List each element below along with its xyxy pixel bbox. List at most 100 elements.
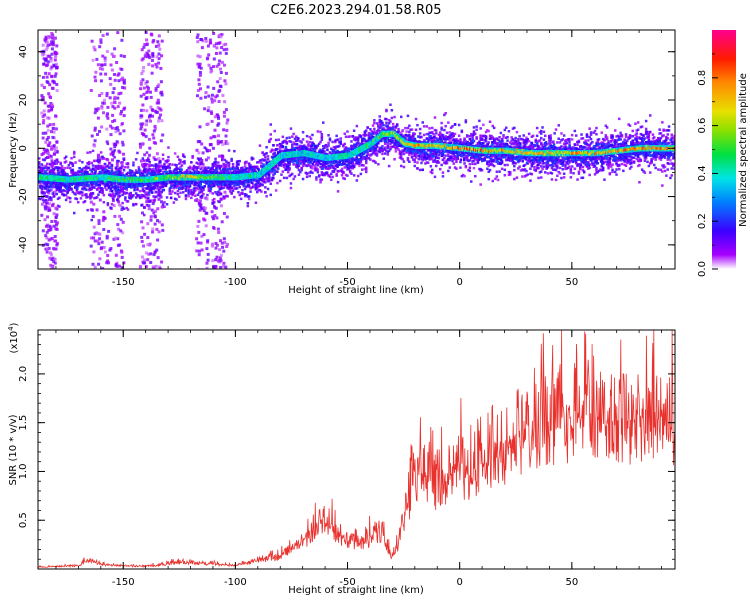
spectrogram-noise-pixel <box>147 54 151 58</box>
spectrogram-noise-pixel <box>44 140 48 144</box>
spectrogram-noise-pixel <box>151 168 155 172</box>
spectrogram-halo-pixel <box>391 122 395 126</box>
spectrogram-halo-pixel <box>249 164 252 167</box>
spectrogram-halo-pixel <box>339 140 342 143</box>
spectrogram-halo-pixel <box>467 159 470 163</box>
spectrogram-halo-pixel <box>431 171 434 175</box>
spectrogram-halo-pixel <box>190 192 193 196</box>
spectrogram-noise-pixel <box>114 130 118 134</box>
spectrogram-halo-pixel <box>343 177 346 181</box>
spectrogram-noise-pixel <box>121 231 125 235</box>
spectrogram-noise-pixel <box>148 242 152 246</box>
spectrogram-noise-pixel <box>52 81 56 85</box>
spectrogram-halo-pixel <box>435 137 438 140</box>
spectrogram-halo-pixel <box>70 169 73 173</box>
spectrogram-halo-pixel <box>266 187 270 191</box>
spectrogram-noise-pixel <box>43 218 47 222</box>
spectrogram-noise-pixel <box>219 35 223 39</box>
spectrogram-halo-pixel <box>433 116 437 119</box>
spectrogram-noise-pixel <box>52 212 56 216</box>
spectrogram-halo-pixel <box>207 179 211 183</box>
spectrogram-halo-pixel <box>507 173 511 177</box>
spectrogram-halo-pixel <box>564 142 567 146</box>
spectrogram-halo-pixel <box>413 160 416 164</box>
spectrogram-halo-pixel <box>414 153 418 157</box>
spectrogram-halo-pixel <box>356 174 360 178</box>
spectrogram-halo-pixel <box>433 128 437 132</box>
spectrogram-halo-pixel <box>157 190 161 193</box>
spectrogram-halo-pixel <box>97 167 100 170</box>
spectrogram-halo-pixel <box>556 166 559 170</box>
spectrogram-halo-pixel <box>247 195 251 198</box>
spectrogram-noise-pixel <box>214 52 218 55</box>
spectrogram-halo-pixel <box>421 168 424 171</box>
spectrogram-halo-pixel <box>378 148 381 152</box>
spectrogram-noise-pixel <box>214 206 218 210</box>
spectrogram-halo-pixel <box>269 193 272 197</box>
spectrogram-halo-pixel <box>488 134 492 137</box>
spectrogram-halo-pixel <box>138 196 142 200</box>
spectrogram-halo-pixel <box>229 170 232 173</box>
spectrogram-halo-pixel <box>451 156 454 159</box>
spectrogram-noise-pixel <box>99 38 103 42</box>
spectrogram-halo-pixel <box>256 183 259 186</box>
spectrogram-halo-pixel <box>385 121 388 124</box>
spectrogram-noise-pixel <box>151 52 155 55</box>
spectrogram-halo-pixel <box>408 124 411 127</box>
spectrogram-noise-pixel <box>217 62 221 66</box>
spectrogram-noise-pixel <box>111 113 115 117</box>
spectrogram-noise-pixel <box>44 71 48 75</box>
spectrogram-halo-pixel <box>39 169 42 172</box>
spectrogram-noise-pixel <box>42 57 46 61</box>
spectrogram-halo-pixel <box>400 152 403 156</box>
spectrogram-noise-pixel <box>139 94 143 98</box>
spectrogram-halo-pixel <box>140 193 143 197</box>
spectrogram-halo-pixel <box>428 156 431 159</box>
spectrogram-noise-pixel <box>90 39 94 43</box>
spectrogram-halo-pixel <box>58 196 61 199</box>
spectrogram-halo-pixel <box>133 171 136 175</box>
spectrogram-halo-pixel <box>179 184 182 187</box>
spectrogram-halo-pixel <box>437 133 441 137</box>
spectrogram-noise-pixel <box>157 57 161 61</box>
spectrogram-halo-pixel <box>260 183 263 186</box>
spectrogram-noise-pixel <box>103 101 106 105</box>
spectrogram-noise-pixel <box>112 54 116 58</box>
spectrogram-halo-pixel <box>221 154 224 157</box>
spectrogram-halo-pixel <box>471 137 474 140</box>
spectrogram-halo-pixel <box>545 167 548 170</box>
spectrogram-halo-pixel <box>196 166 200 169</box>
spectrogram-noise-pixel <box>206 44 210 48</box>
spectrogram-halo-pixel <box>235 162 239 165</box>
spectrogram-halo-pixel <box>64 160 68 163</box>
spectrogram-halo-pixel <box>344 148 348 152</box>
spectrogram-halo-pixel <box>366 126 369 129</box>
spectrogram-halo-pixel <box>43 194 46 197</box>
spectrogram-noise-pixel <box>47 247 51 250</box>
spectrogram-noise-pixel <box>108 248 112 252</box>
spectrogram-halo-pixel <box>416 161 419 164</box>
spectrogram-noise-pixel <box>147 153 151 157</box>
spectrogram-noise-pixel <box>45 236 49 240</box>
spectrogram-halo-pixel <box>425 132 429 136</box>
spectrogram-noise-pixel <box>55 221 59 225</box>
spectrogram-halo-pixel <box>153 185 157 189</box>
spectrogram-noise-pixel <box>52 224 56 228</box>
spectrogram-halo-pixel <box>219 165 223 168</box>
spectrogram-noise-pixel <box>202 233 206 237</box>
spectrogram-halo-pixel <box>256 184 259 188</box>
spectrogram-noise-pixel <box>100 106 104 110</box>
spectrogram-halo-pixel <box>490 137 493 140</box>
spectrogram-noise-pixel <box>50 40 54 44</box>
spectrogram-noise-pixel <box>99 247 103 251</box>
spectrogram-halo-pixel <box>229 186 232 190</box>
spectrogram-halo-pixel <box>550 172 554 175</box>
spectrogram-halo-pixel <box>495 142 499 145</box>
spectrogram-halo-pixel <box>153 198 157 202</box>
spectrogram-noise-pixel <box>55 227 59 231</box>
spectrogram-noise-pixel <box>48 43 52 47</box>
spectrogram-halo-pixel <box>148 168 151 171</box>
spectrogram-halo-pixel <box>554 178 558 182</box>
spectrogram-halo-pixel <box>447 152 450 155</box>
spectrogram-halo-pixel <box>269 137 272 141</box>
